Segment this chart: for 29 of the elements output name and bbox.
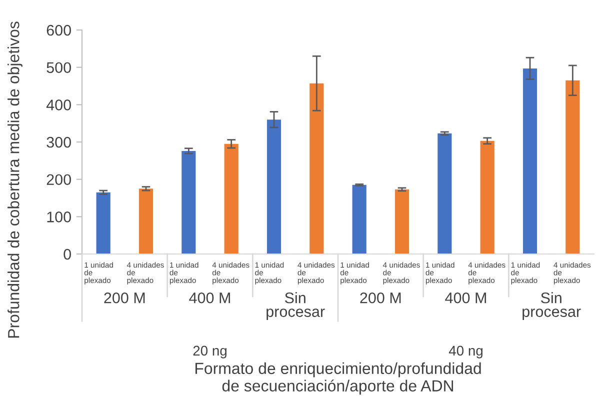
text: 200 M xyxy=(104,292,145,304)
y-tick-label: 400 xyxy=(46,100,71,110)
y-tick-label: 500 xyxy=(46,62,71,74)
text: 400 M xyxy=(445,292,486,304)
bar xyxy=(266,120,282,254)
y-tick-label: 100 xyxy=(47,212,71,222)
bar xyxy=(566,80,580,254)
y-tick-label: 600 xyxy=(46,24,71,36)
y-axis-title: Profundidad de cobertura media de objetivos xyxy=(8,22,22,338)
bar xyxy=(480,140,494,254)
bar xyxy=(224,144,238,254)
bar xyxy=(438,133,452,254)
y-tick-label: 300 xyxy=(46,136,71,148)
bar xyxy=(138,188,154,254)
bar xyxy=(310,83,324,254)
text: 400 M xyxy=(189,292,230,304)
text: Sin procesar xyxy=(522,292,581,320)
x-axis-title: Formato de enriquecimiento/profundidad de secuenciación/aporte de ADN xyxy=(195,362,481,395)
bar xyxy=(352,184,366,254)
bar xyxy=(522,68,538,254)
text: 20 ng xyxy=(193,346,226,358)
y-tick-label: 200 xyxy=(46,174,71,186)
bar xyxy=(96,192,110,254)
bar xyxy=(394,189,410,254)
text: 200 M xyxy=(360,292,401,304)
text: 40 ng xyxy=(448,346,482,358)
y-tick-label: 0 xyxy=(64,248,71,260)
text: Sin procesar xyxy=(266,292,325,320)
bar xyxy=(182,150,196,254)
